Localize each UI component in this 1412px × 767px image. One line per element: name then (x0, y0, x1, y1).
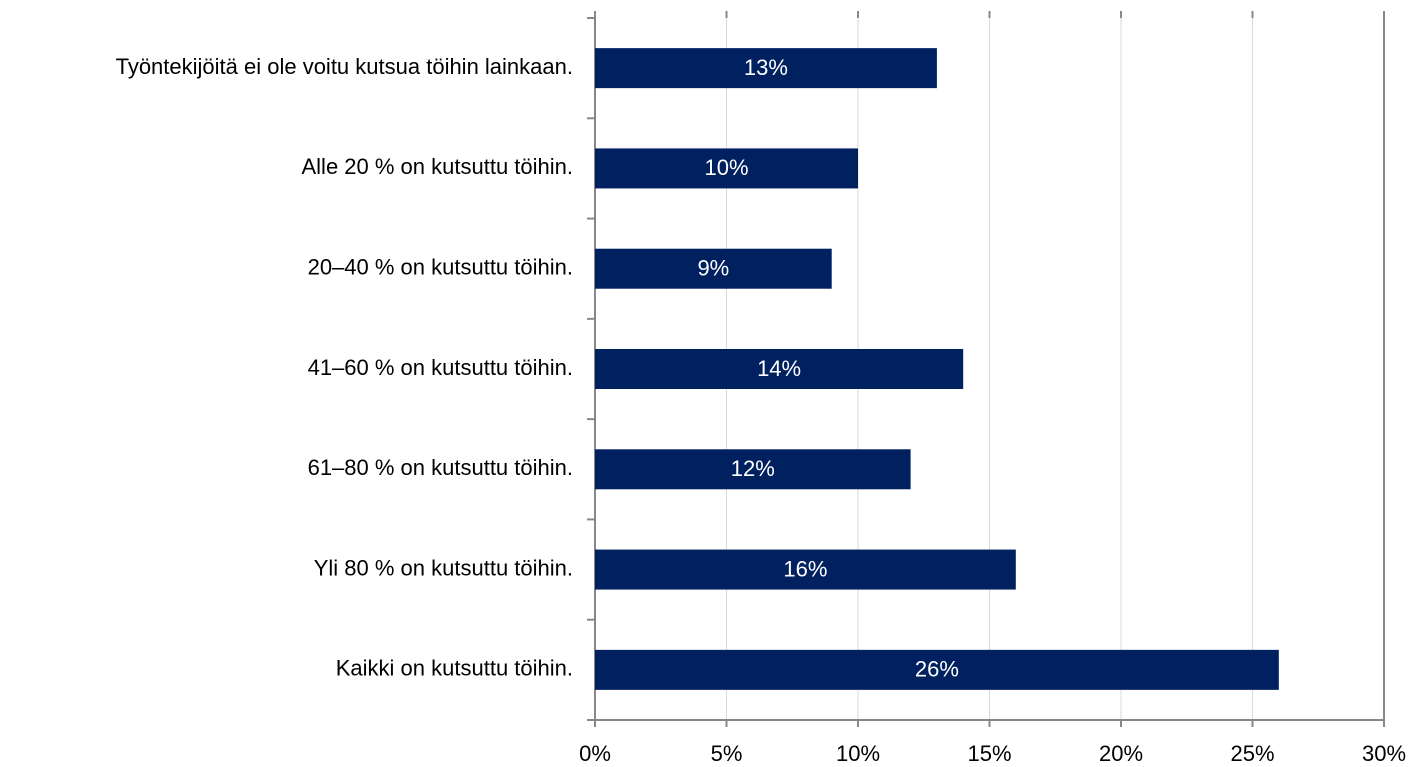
data-label: 12% (731, 456, 775, 481)
bar (595, 549, 1016, 590)
data-label: 16% (783, 556, 827, 581)
y-tick-label: Alle 20 % on kutsuttu töihin. (302, 154, 574, 179)
x-tick-label: 30% (1362, 741, 1406, 766)
y-tick-label: Kaikki on kutsuttu töihin. (336, 656, 573, 681)
data-label: 13% (744, 55, 788, 80)
x-tick-label: 20% (1099, 741, 1143, 766)
data-label: 14% (757, 356, 801, 381)
x-tick-label: 0% (579, 741, 611, 766)
bar (595, 48, 937, 89)
data-label: 26% (915, 657, 959, 682)
y-tick-label: Työntekijöitä ei ole voitu kutsua töihin… (116, 54, 573, 79)
x-tick-label: 5% (711, 741, 743, 766)
x-tick-label: 15% (967, 741, 1011, 766)
bar (595, 148, 858, 189)
bar (595, 248, 832, 289)
x-tick-label: 25% (1230, 741, 1274, 766)
x-tick-label: 10% (836, 741, 880, 766)
y-tick-label: 61–80 % on kutsuttu töihin. (308, 455, 573, 480)
y-tick-label: 20–40 % on kutsuttu töihin. (308, 255, 573, 280)
data-label: 9% (697, 256, 729, 281)
bar (595, 449, 911, 490)
y-tick-label: 41–60 % on kutsuttu töihin. (308, 355, 573, 380)
bar (595, 349, 964, 389)
bar (595, 649, 1279, 690)
data-label: 10% (704, 155, 748, 180)
y-tick-label: Yli 80 % on kutsuttu töihin. (314, 555, 573, 580)
